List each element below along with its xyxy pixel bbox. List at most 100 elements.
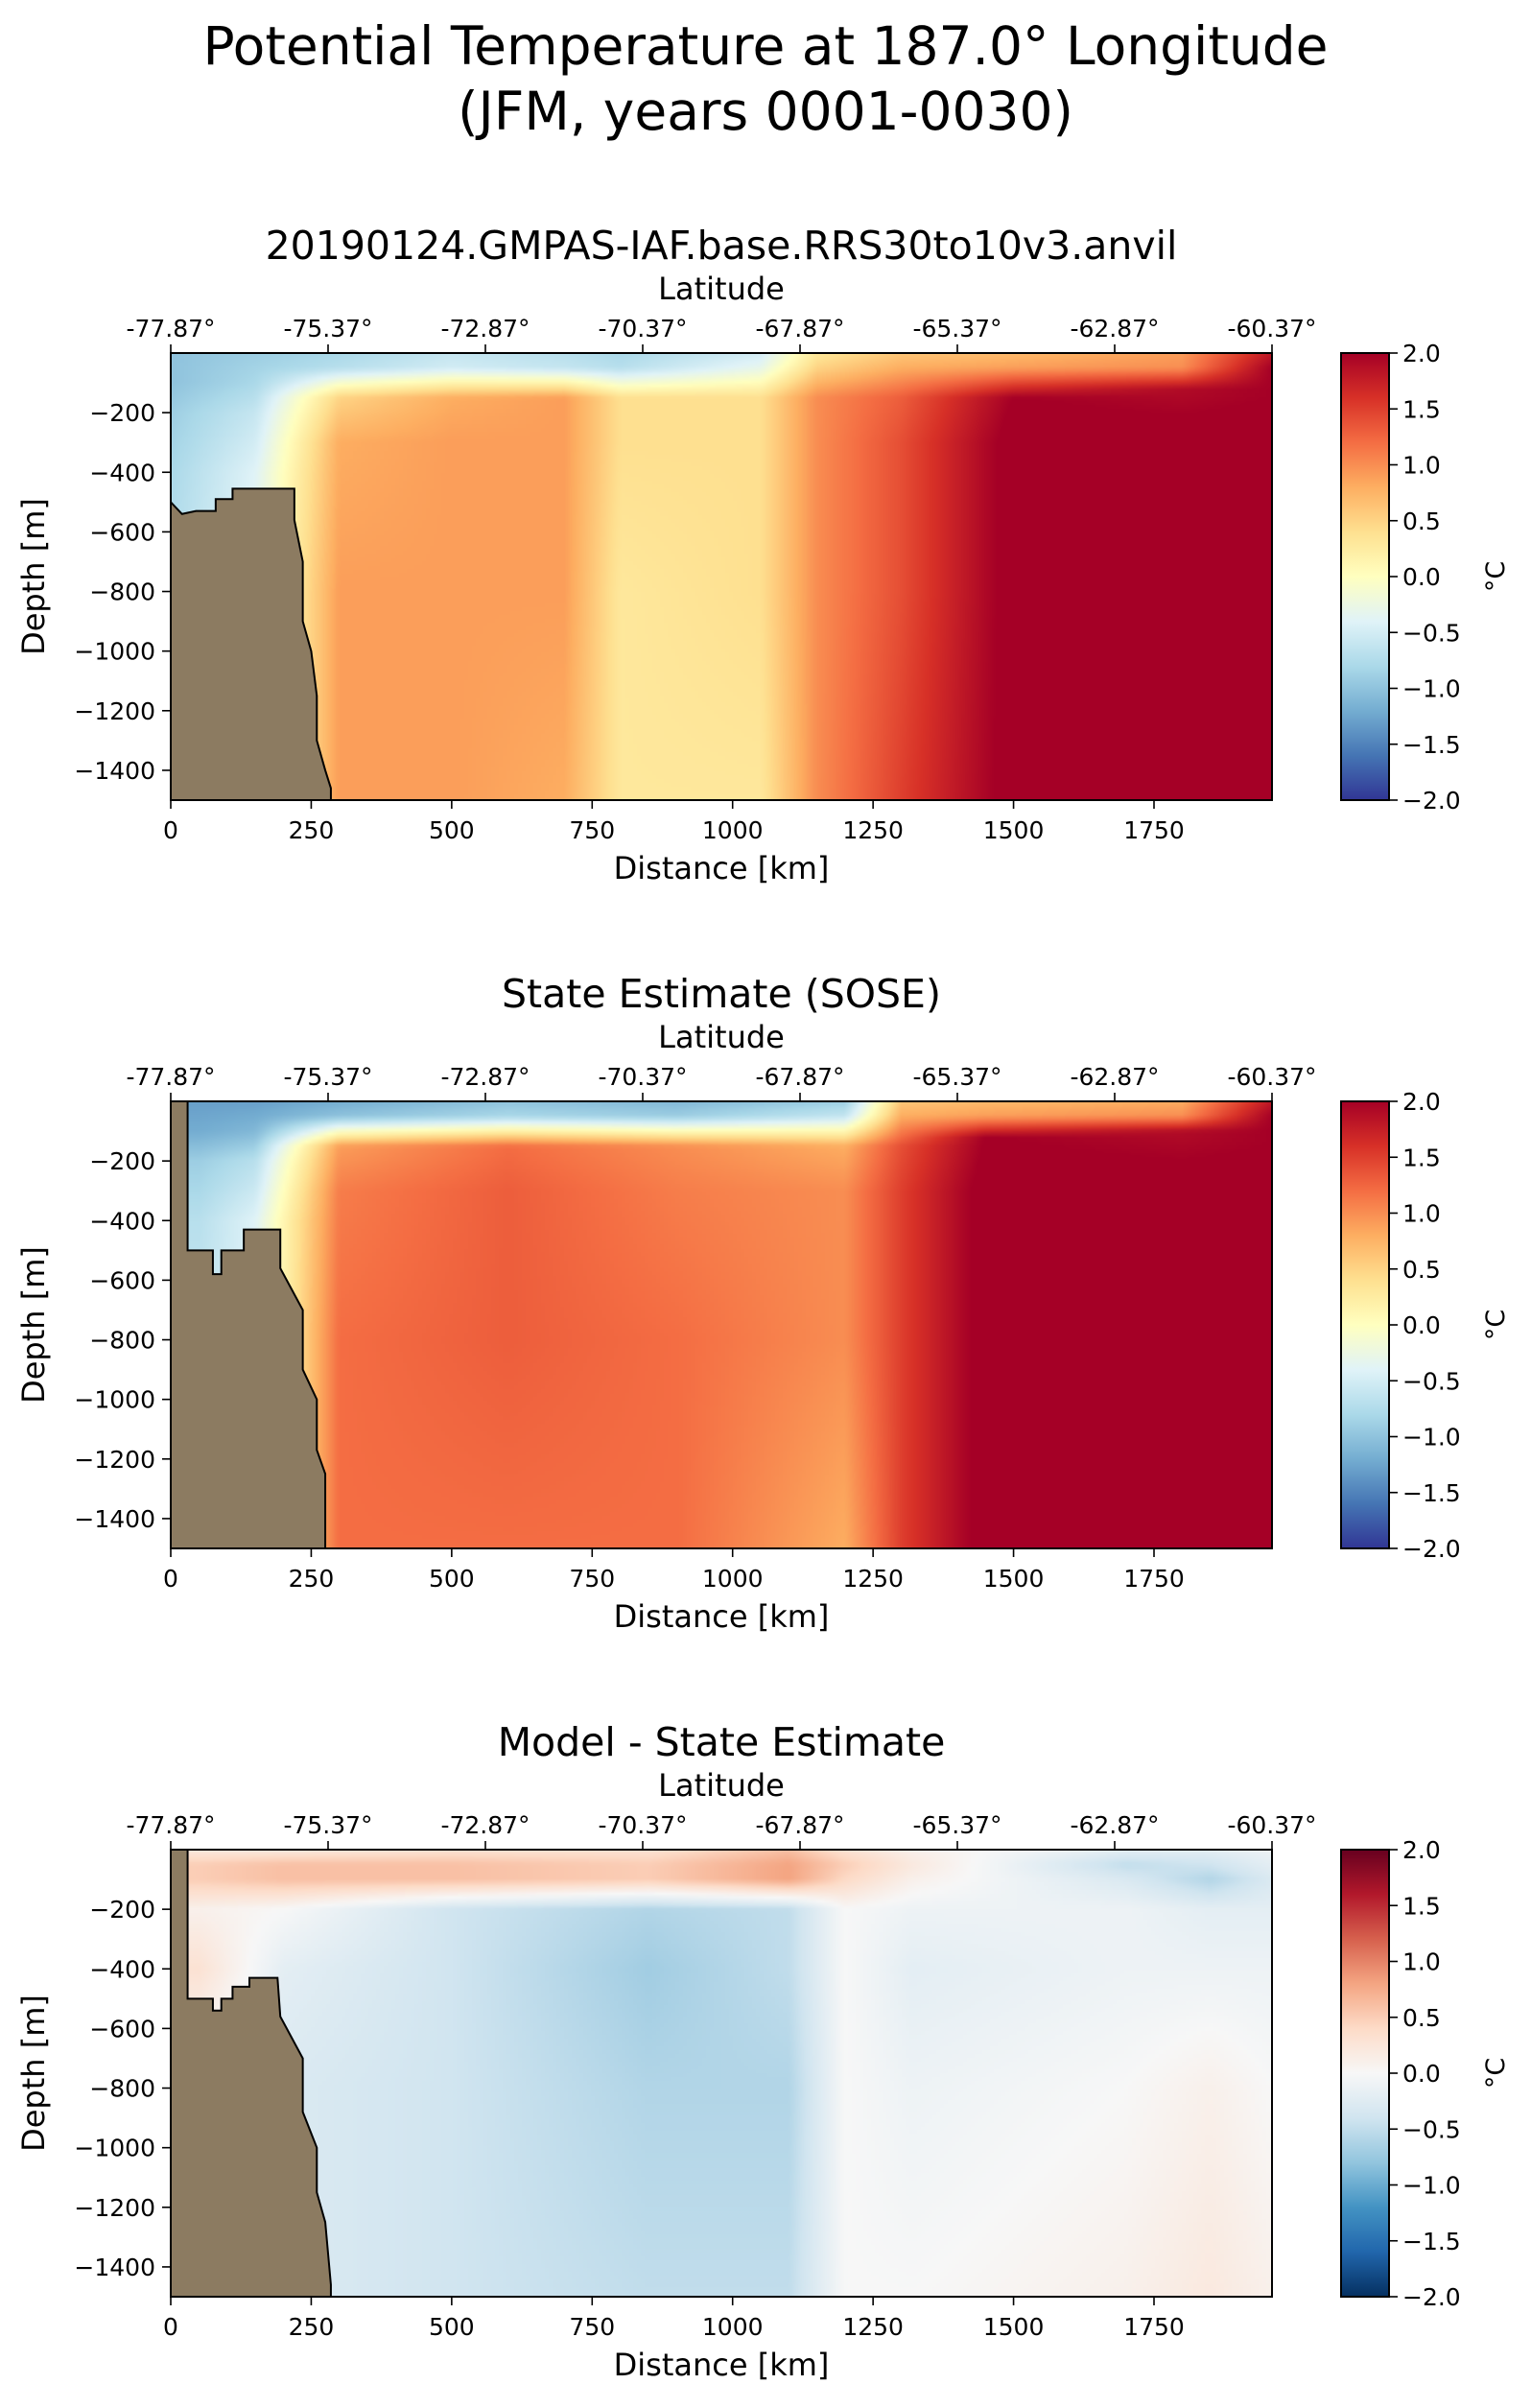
latitude-tick-label: -72.87° xyxy=(440,315,530,342)
latitude-tick-label: -67.87° xyxy=(755,1063,844,1091)
colorbar-tick-label: −1.0 xyxy=(1402,1424,1461,1452)
x-axis-label: Distance [km] xyxy=(614,850,830,886)
colorbar-label: °C xyxy=(1481,2058,1511,2089)
latitude-tick-label: -70.37° xyxy=(598,1063,687,1091)
latitude-tick-label: -67.87° xyxy=(755,1811,844,1839)
y-tick-label: −600 xyxy=(89,518,155,546)
chart-panel: 20190124.GMPAS-IAF.base.RRS30to10v3.anvi… xyxy=(15,223,1511,886)
x-tick-label: 1750 xyxy=(1123,816,1185,844)
seafloor-land xyxy=(170,1849,332,2298)
latitude-tick-label: -65.37° xyxy=(912,315,1001,342)
latitude-tick-label: -62.87° xyxy=(1070,1811,1159,1839)
colorbar-tick-label: 0.5 xyxy=(1402,1256,1441,1284)
latitude-tick-label: -77.87° xyxy=(126,1811,215,1839)
colorbar-tick-label: 0.0 xyxy=(1402,2060,1441,2088)
latitude-tick-label: -77.87° xyxy=(126,1063,215,1091)
colorbar-tick-label: −1.0 xyxy=(1402,675,1461,703)
colorbar xyxy=(1340,1849,1390,2298)
colorbar-tick-label: −1.5 xyxy=(1402,1479,1461,1507)
colorbar-tick-label: −2.0 xyxy=(1402,1535,1461,1563)
y-tick-label: −1200 xyxy=(74,697,155,725)
seafloor-land xyxy=(170,1100,327,1549)
x-axis-label: Distance [km] xyxy=(614,2347,830,2383)
y-tick-label: −200 xyxy=(89,399,155,427)
colorbar-tick-label: −0.5 xyxy=(1402,1367,1461,1395)
x-tick-label: 500 xyxy=(429,2313,475,2341)
y-axis-label: Depth [m] xyxy=(15,1246,52,1404)
latitude-tick-label: -67.87° xyxy=(755,315,844,342)
y-tick-label: −1200 xyxy=(74,1446,155,1474)
figure-title: Potential Temperature at 187.0° Longitud… xyxy=(0,13,1531,144)
colorbar-label: °C xyxy=(1481,1310,1511,1340)
x-tick-label: 0 xyxy=(163,1565,178,1593)
seafloor-land xyxy=(170,487,332,801)
colorbar-tick-label: 1.5 xyxy=(1402,1892,1441,1920)
colorbar-tick-label: −0.5 xyxy=(1402,2115,1461,2143)
y-tick-label: −1000 xyxy=(74,1386,155,1414)
x-tick-label: 1750 xyxy=(1123,2313,1185,2341)
panel-title: State Estimate (SOSE) xyxy=(502,971,941,1017)
y-tick-label: −1000 xyxy=(74,2135,155,2162)
y-tick-label: −800 xyxy=(89,578,155,606)
y-tick-label: −800 xyxy=(89,2075,155,2103)
y-axis-label: Depth [m] xyxy=(15,1995,52,2152)
latitude-tick-label: -75.37° xyxy=(283,315,372,342)
x-axis-label: Distance [km] xyxy=(614,1598,830,1635)
x-tick-label: 250 xyxy=(289,2313,335,2341)
panel-title: Model - State Estimate xyxy=(498,1719,946,1765)
colorbar-tick-label: −1.5 xyxy=(1402,731,1461,759)
colorbar-tick-label: −1.0 xyxy=(1402,2172,1461,2200)
latitude-tick-label: -77.87° xyxy=(126,315,215,342)
colorbar-tick-label: 1.0 xyxy=(1402,1200,1441,1228)
x-tick-label: 1000 xyxy=(702,2313,764,2341)
y-tick-label: −400 xyxy=(89,1955,155,1983)
x-tick-label: 1750 xyxy=(1123,1565,1185,1593)
x-tick-label: 500 xyxy=(429,1565,475,1593)
colorbar-tick-label: 1.5 xyxy=(1402,395,1441,423)
y-tick-label: −1000 xyxy=(74,638,155,666)
x-tick-label: 250 xyxy=(289,1565,335,1593)
latitude-tick-label: -75.37° xyxy=(283,1063,372,1091)
y-tick-label: −1200 xyxy=(74,2194,155,2222)
latitude-tick-label: -72.87° xyxy=(440,1063,530,1091)
latitude-tick-label: -65.37° xyxy=(912,1811,1001,1839)
colorbar-label: °C xyxy=(1481,561,1511,592)
x-tick-label: 750 xyxy=(569,1565,615,1593)
colorbar-tick-label: 2.0 xyxy=(1402,1088,1441,1116)
temperature-field xyxy=(171,353,1272,800)
y-tick-label: −600 xyxy=(89,2015,155,2042)
x-tick-label: 750 xyxy=(569,816,615,844)
plot-frame xyxy=(170,1100,1273,1549)
colorbar-tick-label: 0.0 xyxy=(1402,1311,1441,1339)
x-tick-label: 1500 xyxy=(983,2313,1045,2341)
temperature-field xyxy=(171,1101,1272,1548)
y-tick-label: −200 xyxy=(89,1896,155,1924)
colorbar-tick-label: −0.5 xyxy=(1402,619,1461,647)
colorbar xyxy=(1340,1100,1390,1549)
y-tick-label: −600 xyxy=(89,1266,155,1294)
y-tick-label: −400 xyxy=(89,1207,155,1235)
colorbar-tick-label: 0.5 xyxy=(1402,2004,1441,2032)
latitude-tick-label: -60.37° xyxy=(1227,315,1316,342)
temperature-field xyxy=(171,1850,1272,2297)
x-tick-label: 1000 xyxy=(702,1565,764,1593)
figure-title-line2: (JFM, years 0001-0030) xyxy=(458,81,1073,142)
latitude-axis-label: Latitude xyxy=(658,1019,785,1055)
chart-panel: State Estimate (SOSE)Latitude 0 250 500 750 1… xyxy=(15,971,1511,1635)
latitude-tick-label: -60.37° xyxy=(1227,1811,1316,1839)
y-tick-label: −1400 xyxy=(74,2254,155,2281)
plot-frame xyxy=(170,352,1273,801)
x-tick-label: 500 xyxy=(429,816,475,844)
colorbar-tick-label: −2.0 xyxy=(1402,787,1461,814)
colorbar-tick-label: 2.0 xyxy=(1402,340,1441,367)
latitude-tick-label: -75.37° xyxy=(283,1811,372,1839)
y-axis-label: Depth [m] xyxy=(15,498,52,655)
colorbar-tick-label: 1.0 xyxy=(1402,452,1441,480)
x-tick-label: 1250 xyxy=(842,816,904,844)
colorbar-tick-label: −1.5 xyxy=(1402,2228,1461,2255)
y-tick-label: −800 xyxy=(89,1327,155,1355)
x-tick-label: 0 xyxy=(163,816,178,844)
latitude-axis-label: Latitude xyxy=(658,1767,785,1804)
